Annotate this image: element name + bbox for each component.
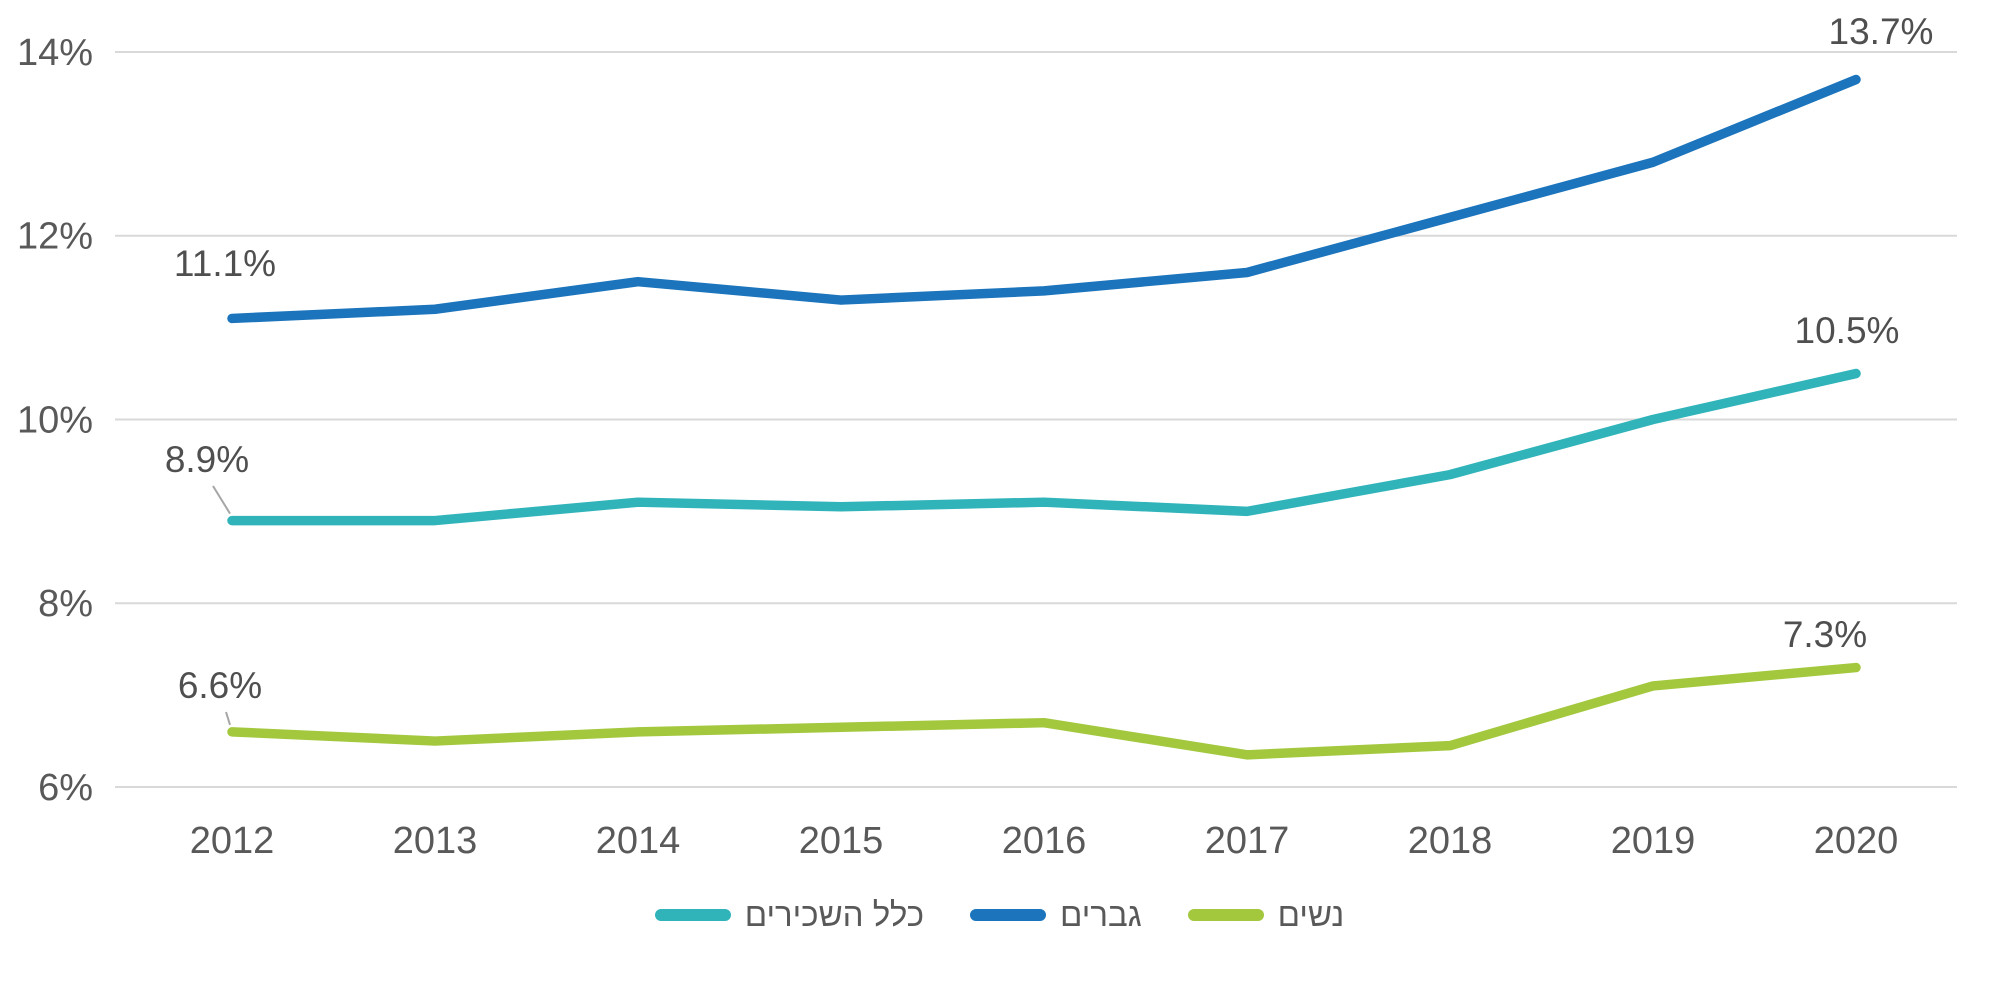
legend-swatch-all-employees <box>654 908 731 921</box>
legend-swatch-men <box>970 908 1047 921</box>
x-tick-label: 2014 <box>596 820 681 862</box>
y-tick-label: 6% <box>38 767 93 809</box>
legend-item-all-employees: כלל השכירים <box>654 896 925 933</box>
y-tick-label: 12% <box>17 216 93 258</box>
legend-item-women: נשים <box>1187 896 1345 933</box>
data-label-all-employees-last: 10.5% <box>1795 310 1900 351</box>
y-tick-label: 10% <box>17 399 93 441</box>
series-line-all-employees <box>227 368 1861 526</box>
chart-legend: כלל השכירים גברים נשים <box>0 898 1999 931</box>
series-line-women <box>227 662 1861 760</box>
x-tick-label: 2013 <box>393 820 478 862</box>
leader-line <box>225 711 231 726</box>
y-tick-label: 14% <box>17 32 93 74</box>
data-label-women-first: 6.6% <box>178 665 262 706</box>
x-tick-label: 2012 <box>190 820 275 862</box>
x-tick-label: 2018 <box>1408 820 1493 862</box>
data-label-men-first: 11.1% <box>174 243 276 284</box>
leader-line <box>212 485 231 515</box>
x-tick-label: 2019 <box>1611 820 1696 862</box>
y-tick-label: 8% <box>38 583 93 625</box>
x-tick-label: 2017 <box>1205 820 1290 862</box>
series-line-men <box>227 74 1861 324</box>
x-tick-label: 2016 <box>1002 820 1087 862</box>
legend-label-men: גברים <box>1060 896 1142 933</box>
x-tick-label: 2020 <box>1814 820 1899 862</box>
x-tick-label: 2015 <box>799 820 884 862</box>
legend-label-all-employees: כלל השכירים <box>744 896 925 933</box>
data-label-women-last: 7.3% <box>1783 614 1867 655</box>
data-label-all-employees-first: 8.9% <box>165 439 249 480</box>
legend-swatch-women <box>1187 908 1264 921</box>
data-label-men-last: 13.7% <box>1829 11 1934 52</box>
legend-label-women: נשים <box>1277 896 1345 933</box>
legend-item-men: גברים <box>970 898 1142 931</box>
